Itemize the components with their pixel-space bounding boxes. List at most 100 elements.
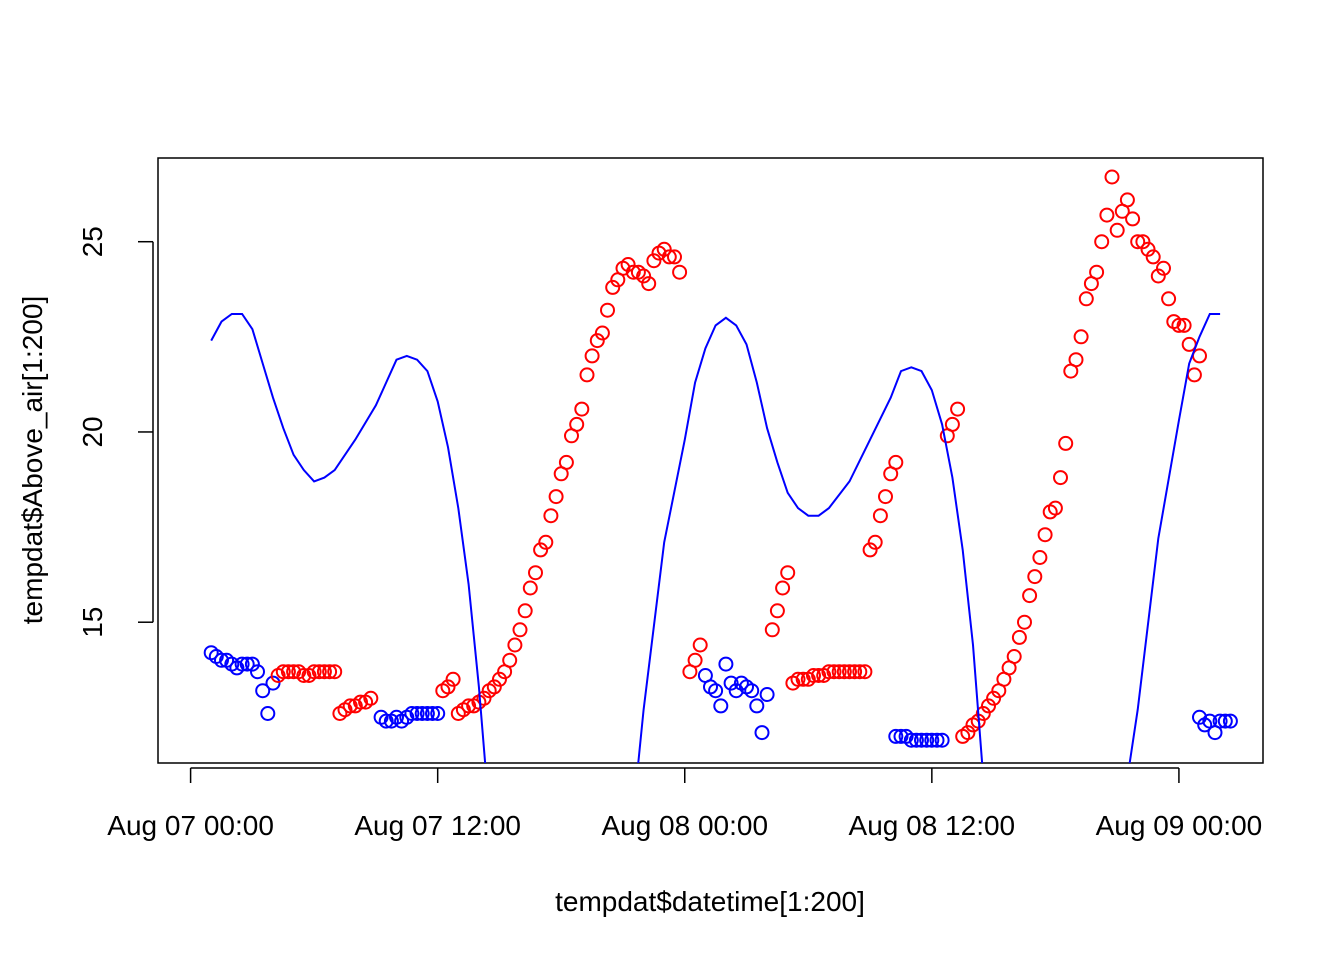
data-point bbox=[353, 694, 368, 710]
x-axis-label: tempdat$datetime[1:200] bbox=[555, 886, 865, 917]
data-point bbox=[795, 671, 811, 687]
data-point bbox=[1125, 211, 1141, 227]
data-point bbox=[790, 671, 806, 687]
data-point bbox=[872, 508, 888, 524]
data-point bbox=[687, 652, 703, 668]
data-point bbox=[625, 264, 641, 280]
data-point bbox=[1006, 649, 1022, 664]
data-point bbox=[1171, 317, 1187, 333]
data-point bbox=[543, 508, 559, 524]
data-point bbox=[579, 367, 595, 383]
data-point bbox=[404, 706, 420, 721]
data-point bbox=[1068, 352, 1084, 368]
data-point bbox=[584, 348, 600, 364]
data-point bbox=[728, 683, 744, 699]
data-point bbox=[322, 664, 338, 680]
data-point bbox=[692, 637, 708, 653]
x-tick-label: Aug 08 12:00 bbox=[849, 810, 1016, 841]
data-point bbox=[316, 664, 332, 680]
data-point bbox=[836, 664, 852, 680]
y-axis-label: tempdat$Above_air[1:200] bbox=[17, 296, 48, 624]
data-point bbox=[1135, 234, 1151, 250]
data-point bbox=[867, 534, 883, 550]
data-point bbox=[1027, 569, 1043, 585]
data-point bbox=[425, 706, 440, 721]
data-point bbox=[1192, 709, 1207, 725]
data-point bbox=[517, 603, 533, 619]
data-point bbox=[1140, 241, 1156, 257]
data-point bbox=[903, 732, 919, 748]
data-point bbox=[594, 325, 610, 341]
data-point bbox=[769, 603, 785, 619]
data-point bbox=[981, 698, 996, 714]
data-point bbox=[811, 668, 827, 683]
data-point bbox=[986, 690, 1002, 706]
data-point bbox=[440, 679, 456, 695]
data-point bbox=[1058, 435, 1074, 451]
data-point bbox=[1073, 329, 1089, 345]
data-point bbox=[589, 333, 605, 349]
data-point bbox=[821, 664, 837, 680]
data-point bbox=[960, 725, 976, 741]
data-point bbox=[244, 656, 260, 672]
data-point bbox=[831, 664, 847, 680]
data-point bbox=[718, 656, 734, 672]
data-point bbox=[1212, 713, 1228, 729]
data-point bbox=[847, 664, 863, 680]
data-point bbox=[759, 687, 775, 702]
data-point bbox=[888, 728, 904, 744]
data-point bbox=[929, 732, 945, 748]
data-point bbox=[528, 565, 543, 581]
data-point bbox=[646, 253, 662, 269]
data-point bbox=[764, 622, 780, 638]
data-point bbox=[826, 664, 842, 680]
data-point bbox=[363, 690, 379, 706]
data-point bbox=[600, 302, 615, 318]
data-point bbox=[1156, 260, 1171, 276]
data-point bbox=[548, 489, 564, 505]
data-point bbox=[430, 706, 446, 721]
data-point bbox=[713, 698, 729, 714]
data-point bbox=[419, 706, 435, 721]
data-point bbox=[934, 732, 950, 748]
data-point bbox=[744, 683, 760, 699]
data-point bbox=[378, 713, 394, 729]
data-point bbox=[605, 279, 621, 295]
data-point bbox=[445, 671, 461, 687]
data-point bbox=[1078, 291, 1094, 307]
data-point bbox=[234, 656, 250, 672]
data-point bbox=[754, 725, 770, 741]
data-point bbox=[672, 264, 688, 280]
series-line bbox=[210, 313, 1221, 763]
data-point bbox=[342, 698, 358, 714]
y-tick-label: 20 bbox=[77, 416, 108, 447]
y-tick-label: 25 bbox=[77, 226, 108, 257]
data-point bbox=[944, 416, 960, 432]
data-point bbox=[975, 706, 991, 721]
data-point bbox=[1186, 367, 1202, 383]
data-point bbox=[780, 565, 796, 581]
data-point bbox=[558, 454, 574, 470]
data-point bbox=[1150, 268, 1166, 284]
data-point bbox=[1176, 317, 1192, 333]
data-point bbox=[842, 664, 857, 680]
data-point bbox=[461, 698, 477, 714]
data-point bbox=[214, 652, 229, 668]
data-point bbox=[1011, 629, 1027, 645]
data-point bbox=[507, 637, 523, 653]
data-point bbox=[775, 580, 791, 596]
data-point bbox=[486, 679, 502, 695]
data-point bbox=[667, 249, 682, 265]
data-point bbox=[250, 664, 265, 680]
data-point bbox=[327, 664, 343, 680]
data-point bbox=[1222, 713, 1238, 729]
data-point bbox=[260, 706, 276, 721]
data-point bbox=[533, 542, 549, 558]
data-point bbox=[306, 664, 322, 680]
data-point bbox=[1161, 291, 1177, 307]
data-point bbox=[522, 580, 538, 596]
x-tick-label: Aug 08 00:00 bbox=[601, 810, 768, 841]
data-point bbox=[1109, 222, 1125, 238]
data-point bbox=[1104, 169, 1120, 185]
